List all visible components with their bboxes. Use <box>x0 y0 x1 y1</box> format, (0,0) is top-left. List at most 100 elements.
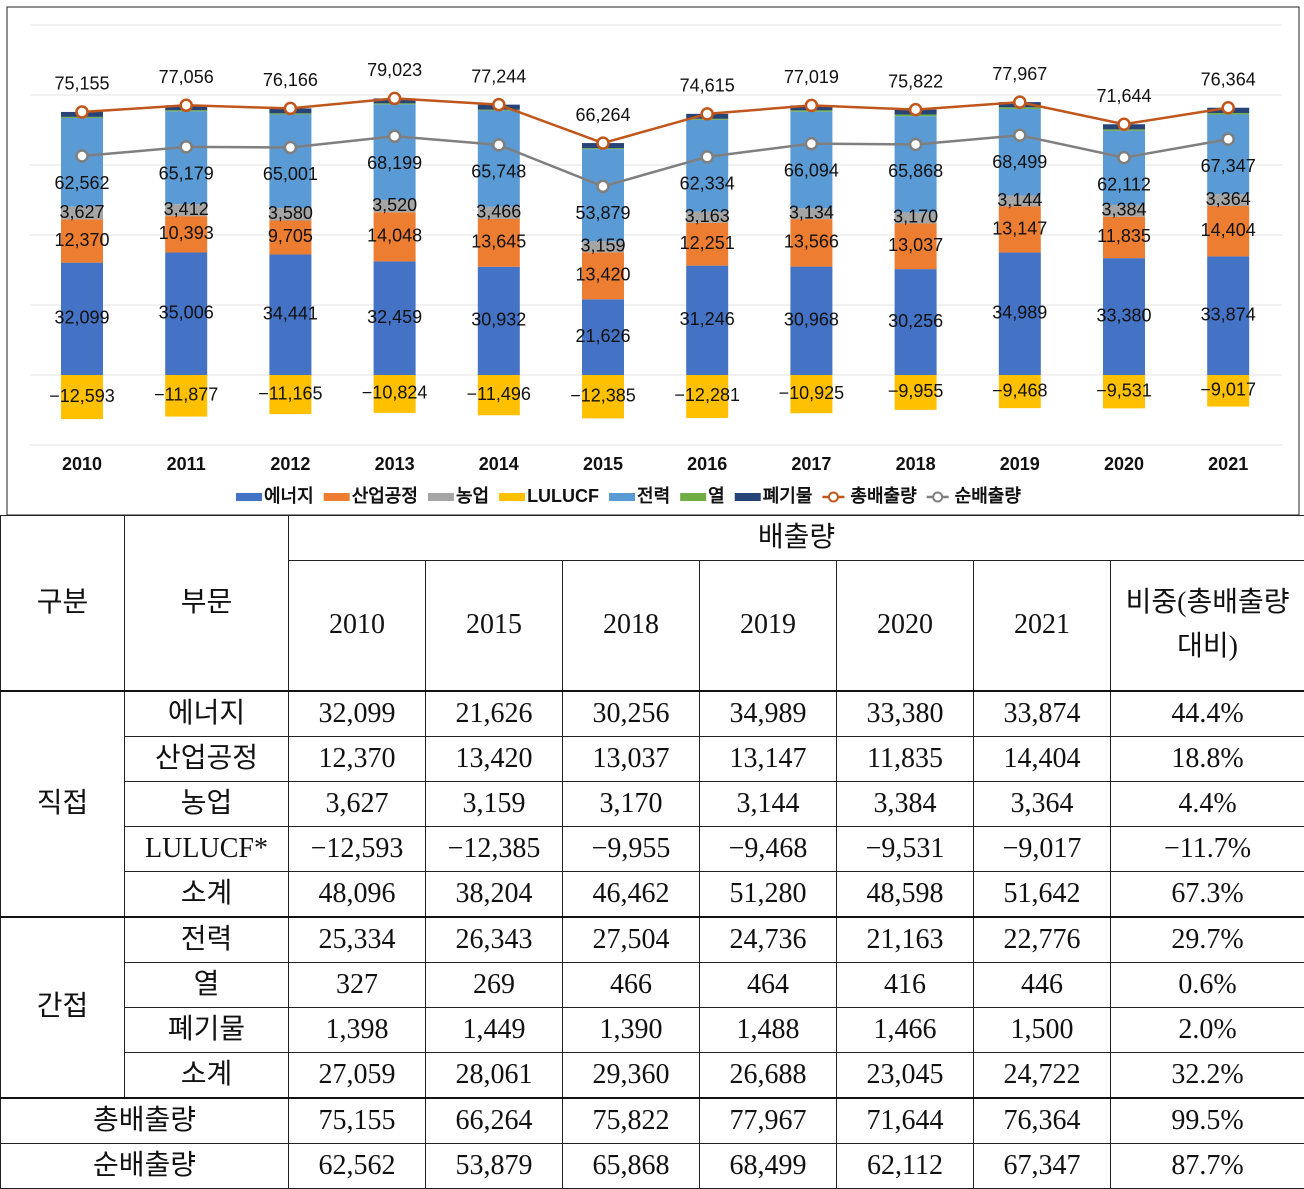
table-cell: 25,334 <box>289 917 426 963</box>
x-tick-label: 2014 <box>479 454 519 474</box>
table-cell: 24,736 <box>700 917 837 963</box>
table-cell: 34,989 <box>700 691 837 737</box>
table-cell: 53,879 <box>426 1143 563 1188</box>
table-cell: 416 <box>837 962 974 1007</box>
table-cell: 29,360 <box>563 1052 700 1098</box>
legend-label: 폐기물 <box>763 486 813 506</box>
data-label: 53,879 <box>575 203 630 223</box>
line-marker <box>1014 97 1025 108</box>
table-cell: 62,112 <box>837 1143 974 1188</box>
data-label: 9,705 <box>268 226 313 246</box>
legend-label: 순배출량 <box>955 486 1022 506</box>
data-label: 33,874 <box>1201 304 1256 324</box>
x-tick-label: 2018 <box>896 454 936 474</box>
x-tick-label: 2019 <box>1000 454 1040 474</box>
data-label: 74,615 <box>680 76 735 96</box>
table-cell: 33,874 <box>974 691 1111 737</box>
table-cell: 27,059 <box>289 1052 426 1098</box>
data-label: 76,166 <box>263 70 318 90</box>
line-marker <box>702 108 713 119</box>
data-label: 14,048 <box>367 226 422 246</box>
data-label: −11,165 <box>258 383 322 403</box>
data-label: 3,170 <box>893 207 938 227</box>
table-cell: 26,688 <box>700 1052 837 1098</box>
table-cell: 18.8% <box>1111 736 1304 781</box>
table-cell: 48,096 <box>289 871 426 917</box>
bar-segment <box>1207 115 1249 195</box>
data-label: 32,099 <box>54 308 109 328</box>
legend-marker <box>933 493 942 502</box>
bar-segment <box>686 120 728 212</box>
table-cell: 87.7% <box>1111 1143 1304 1188</box>
table-cell: 13,420 <box>426 736 563 781</box>
table-cell: 1,500 <box>974 1007 1111 1052</box>
line-marker <box>285 142 296 153</box>
line <box>82 98 1228 143</box>
table-cell: 1,488 <box>700 1007 837 1052</box>
table-cell: 269 <box>426 962 563 1007</box>
line-marker <box>806 138 817 149</box>
data-label: 13,420 <box>575 265 630 285</box>
bar-segment <box>478 111 520 207</box>
table-cell: 3,627 <box>289 781 426 826</box>
table-cell: 열 <box>125 962 289 1007</box>
data-label: 65,868 <box>888 161 943 181</box>
data-label: 31,246 <box>680 309 735 329</box>
table-cell: 3,159 <box>426 781 563 826</box>
table-cell: −12,593 <box>289 826 426 871</box>
bar-segment <box>165 111 207 204</box>
table-cell: 폐기물 <box>125 1007 289 1052</box>
table-cell: 66,264 <box>426 1098 563 1144</box>
table-cell: 51,642 <box>974 871 1111 917</box>
table-cell: 71,644 <box>837 1098 974 1144</box>
x-tick-label: 2015 <box>583 454 623 474</box>
data-label: 77,967 <box>992 64 1047 84</box>
table-cell: −9,468 <box>700 826 837 871</box>
line-marker <box>389 131 400 142</box>
data-label: 3,384 <box>1101 200 1146 220</box>
data-label: 32,459 <box>367 307 422 327</box>
line <box>82 135 1228 186</box>
table-cell: 전력 <box>125 917 289 963</box>
data-label: 30,256 <box>888 311 943 331</box>
data-label: 12,370 <box>54 230 109 250</box>
table-cell: 28,061 <box>426 1052 563 1098</box>
table-cell: 67,347 <box>974 1143 1111 1188</box>
x-tick-label: 2016 <box>687 454 727 474</box>
table-cell: 99.5% <box>1111 1098 1304 1144</box>
data-label: 3,364 <box>1206 189 1251 209</box>
table-cell: 38,204 <box>426 871 563 917</box>
table-cell: 1,449 <box>426 1007 563 1052</box>
data-label: −12,281 <box>674 385 740 405</box>
data-label: 66,264 <box>575 105 630 125</box>
data-label: 77,019 <box>784 67 839 87</box>
data-label: 21,626 <box>575 326 630 346</box>
data-label: 33,380 <box>1096 305 1151 325</box>
table-row: LULUCF*−12,593−12,385−9,955−9,468−9,531−… <box>1 826 1304 871</box>
line-marker <box>1119 152 1130 163</box>
line-marker <box>1119 119 1130 130</box>
legend-swatch <box>236 493 262 501</box>
table-cell: 2.0% <box>1111 1007 1304 1052</box>
data-label: 65,001 <box>263 164 318 184</box>
table-cell: 3,144 <box>700 781 837 826</box>
table-cell: 466 <box>563 962 700 1007</box>
data-label: −12,593 <box>49 386 115 406</box>
data-label: 3,412 <box>164 199 209 219</box>
table-cell: 13,147 <box>700 736 837 781</box>
data-label: 62,562 <box>54 173 109 193</box>
data-label: 67,347 <box>1201 156 1256 176</box>
data-label: 3,627 <box>59 202 104 222</box>
table-cell: 12,370 <box>289 736 426 781</box>
legend-label: 총배출량 <box>850 486 917 506</box>
data-label: 77,056 <box>159 67 214 87</box>
table-cell: 순배출량 <box>1 1143 289 1188</box>
data-label: 77,244 <box>471 66 526 86</box>
table-cell: 21,626 <box>426 691 563 737</box>
legend-swatch <box>428 493 454 501</box>
table-cell: 44.4% <box>1111 691 1304 737</box>
